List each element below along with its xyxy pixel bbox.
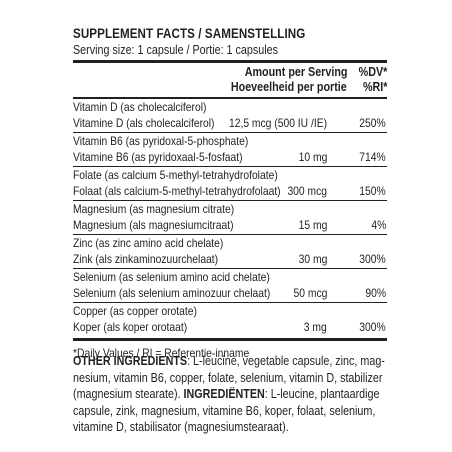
nutrient-amount: 30 mg [298,252,327,266]
nutrient-amount: 15 mg [298,218,327,232]
ingredients-section: OTHER INGREDIENTS: L-leucine, vegetable … [73,353,388,436]
nutrient-dv: 90% [365,286,386,300]
ingredients-text: (magnesium stearate). [73,387,184,401]
nutrient-name-nl: Vitamine D (als cholecalciferol) [73,116,215,130]
nutrient-name-en: Selenium (as selenium amino acid chelate… [73,270,270,284]
nutrient-row: Magnesium (as magnesium citrate) Magnesi… [73,201,387,235]
nutrient-dv: 714% [359,150,386,164]
nutrient-row: Copper (as copper orotate) Koper (als ko… [73,303,387,336]
nutrient-dv: 250% [359,116,386,130]
nutrient-name-en: Vitamin B6 (as pyridoxal-5-phosphate) [73,134,249,148]
ingredients-line-4: capsule, zink, magnesium, vitamine B6, k… [73,403,376,418]
nutrient-name-nl: Vitamine B6 (as pyridoxaal-5-fosfaat) [73,150,243,164]
divider-thick [73,60,387,63]
other-ingredients-heading: OTHER INGREDIENTS [73,354,188,368]
nutrient-row: Vitamin D (as cholecalciferol) Vitamine … [73,99,387,133]
serving-size: Serving size: 1 capsule / Portie: 1 caps… [73,43,278,57]
nutrient-name-nl: Zink (als zinkaminozuurchelaat) [73,252,219,266]
panel-title: SUPPLEMENT FACTS / SAMENSTELLING [73,26,306,41]
supplement-facts-panel: SUPPLEMENT FACTS / SAMENSTELLING Serving… [73,26,387,361]
nutrient-name-en: Vitamin D (as cholecalciferol) [73,100,207,114]
daily-values-footnote: *Daily Values / RI = Referentie-inname [73,346,250,360]
ingredients-text: : L-leucine, plantaardige [264,387,380,401]
nutrient-dv: 300% [359,252,386,266]
divider-bottom [73,338,387,341]
nutrient-row: Vitamin B6 (as pyridoxal-5-phosphate) Vi… [73,133,387,167]
ingredients-line-1: OTHER INGREDIENTS: L-leucine, vegetable … [73,353,388,370]
nutrient-row: Selenium (as selenium amino acid chelate… [73,269,387,303]
divider-header [73,97,387,99]
nutrient-name-nl: Magnesium (als magnesiumcitraat) [73,218,234,232]
nutrient-name-en: Copper (as copper orotate) [73,304,197,318]
nutrient-row: Folate (as calcium 5-methyl-tetrahydrofo… [73,167,387,201]
nutrient-row: Zinc (as zinc amino acid chelate) Zink (… [73,235,387,269]
nutrient-amount: 12,5 mcg (500 IU /IE) [228,116,327,130]
nutrient-name-nl: Koper (als koper orotaat) [73,320,188,334]
amount-header-nl: Hoeveelheid per portie [231,80,347,94]
column-header: Amount per Serving Hoeveelheid per porti… [73,63,387,97]
dv-header-nl: %RI* [362,80,387,94]
ingredients-line-3: (magnesium stearate). INGREDIËNTEN: L-le… [73,386,388,403]
dv-header-en: %DV* [358,65,387,79]
nutrient-name-en: Magnesium (as magnesium citrate) [73,202,235,216]
ingredients-line-5: vitamine D, stabilisator (magnesiumstear… [73,420,289,434]
nutrient-dv: 300% [359,320,386,334]
ingredients-text: : L-leucine, vegetable capsule, zinc, ma… [187,354,385,368]
ingredienten-heading: INGREDIËNTEN [183,387,265,401]
nutrient-amount: 300 mcg [287,184,327,198]
amount-header-en: Amount per Serving [244,65,347,79]
nutrient-dv: 4% [371,218,386,232]
nutrient-amount: 3 mg [304,320,327,334]
nutrient-name-nl: Folaat (als calcium-5-methyl-tetrahydrof… [73,184,281,198]
nutrient-name-en: Folate (as calcium 5-methyl-tetrahydrofo… [73,168,278,182]
nutrient-amount: 10 mg [298,150,327,164]
nutrient-name-nl: Selenium (als selenium aminozuur chelaat… [73,286,271,300]
nutrient-name-en: Zinc (as zinc amino acid chelate) [73,236,224,250]
ingredients-line-2: nesium, vitamin B6, copper, folate, sele… [73,370,383,385]
nutrient-dv: 150% [359,184,386,198]
nutrient-amount: 50 mcg [293,286,327,300]
